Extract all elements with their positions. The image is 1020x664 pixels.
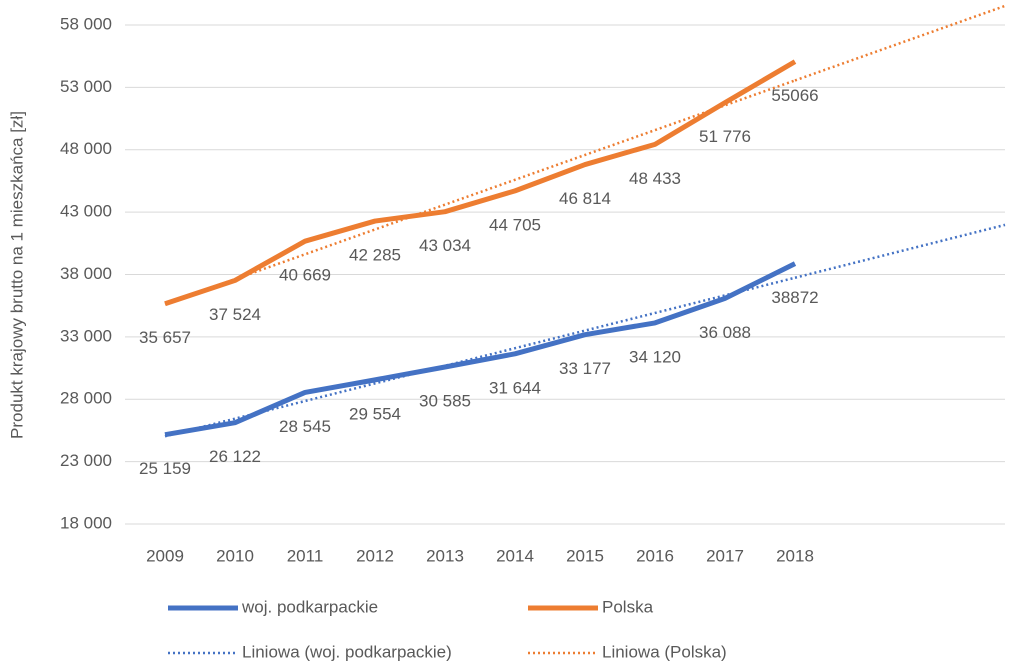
y-tick-label: 58 000 [60, 14, 112, 33]
data-label: 51 776 [699, 127, 751, 146]
data-label: 43 034 [419, 236, 471, 255]
series-line [164, 261, 797, 438]
x-tick-label: 2017 [706, 546, 744, 565]
y-tick-label: 33 000 [60, 326, 112, 345]
x-tick-label: 2011 [287, 546, 324, 565]
data-label: 28 545 [279, 417, 331, 436]
data-label: 33 177 [559, 359, 611, 378]
data-label: 29 554 [349, 404, 401, 423]
series-line [164, 59, 797, 307]
data-label: 25 159 [139, 459, 191, 478]
data-label: 44 705 [489, 215, 541, 234]
y-tick-label: 28 000 [60, 389, 112, 408]
x-tick-label: 2012 [356, 546, 394, 565]
x-tick-label: 2016 [636, 546, 674, 565]
data-label: 36 088 [699, 323, 751, 342]
x-tick-label: 2013 [426, 546, 464, 565]
trendline-extension [794, 223, 1006, 279]
data-label: 37 524 [209, 305, 261, 324]
x-tick-label: 2014 [496, 546, 534, 565]
trendline-extension [794, 4, 1006, 82]
legend-label: woj. podkarpackie [241, 597, 378, 616]
trendline [164, 79, 796, 306]
data-label: 34 120 [629, 347, 681, 366]
data-label: 46 814 [559, 189, 611, 208]
legend-label: Liniowa (woj. podkarpackie) [242, 642, 452, 661]
data-label: 26 122 [209, 447, 261, 466]
data-label: 30 585 [419, 391, 471, 410]
y-tick-label: 18 000 [60, 513, 112, 532]
x-tick-label: 2015 [566, 546, 604, 565]
data-label: 42 285 [349, 246, 401, 265]
y-axis-label: Produkt krajowy brutto na 1 mieszkańca [… [7, 111, 26, 439]
data-label: 31 644 [489, 378, 541, 397]
y-tick-label: 53 000 [60, 77, 112, 96]
legend-label: Polska [602, 597, 654, 616]
legend-label: Liniowa (Polska) [602, 642, 727, 661]
x-tick-label: 2009 [146, 546, 184, 565]
y-tick-label: 23 000 [60, 451, 112, 470]
data-label: 48 433 [629, 169, 681, 188]
data-label: 55066 [771, 86, 818, 105]
y-tick-label: 43 000 [60, 202, 112, 221]
y-tick-label: 38 000 [60, 264, 112, 283]
y-tick-label: 48 000 [60, 139, 112, 158]
x-tick-label: 2018 [776, 546, 814, 565]
x-tick-label: 2010 [216, 546, 254, 565]
data-label: 35 657 [139, 328, 191, 347]
data-label: 38872 [771, 288, 818, 307]
data-label: 40 669 [279, 266, 331, 285]
trendline [164, 276, 796, 438]
